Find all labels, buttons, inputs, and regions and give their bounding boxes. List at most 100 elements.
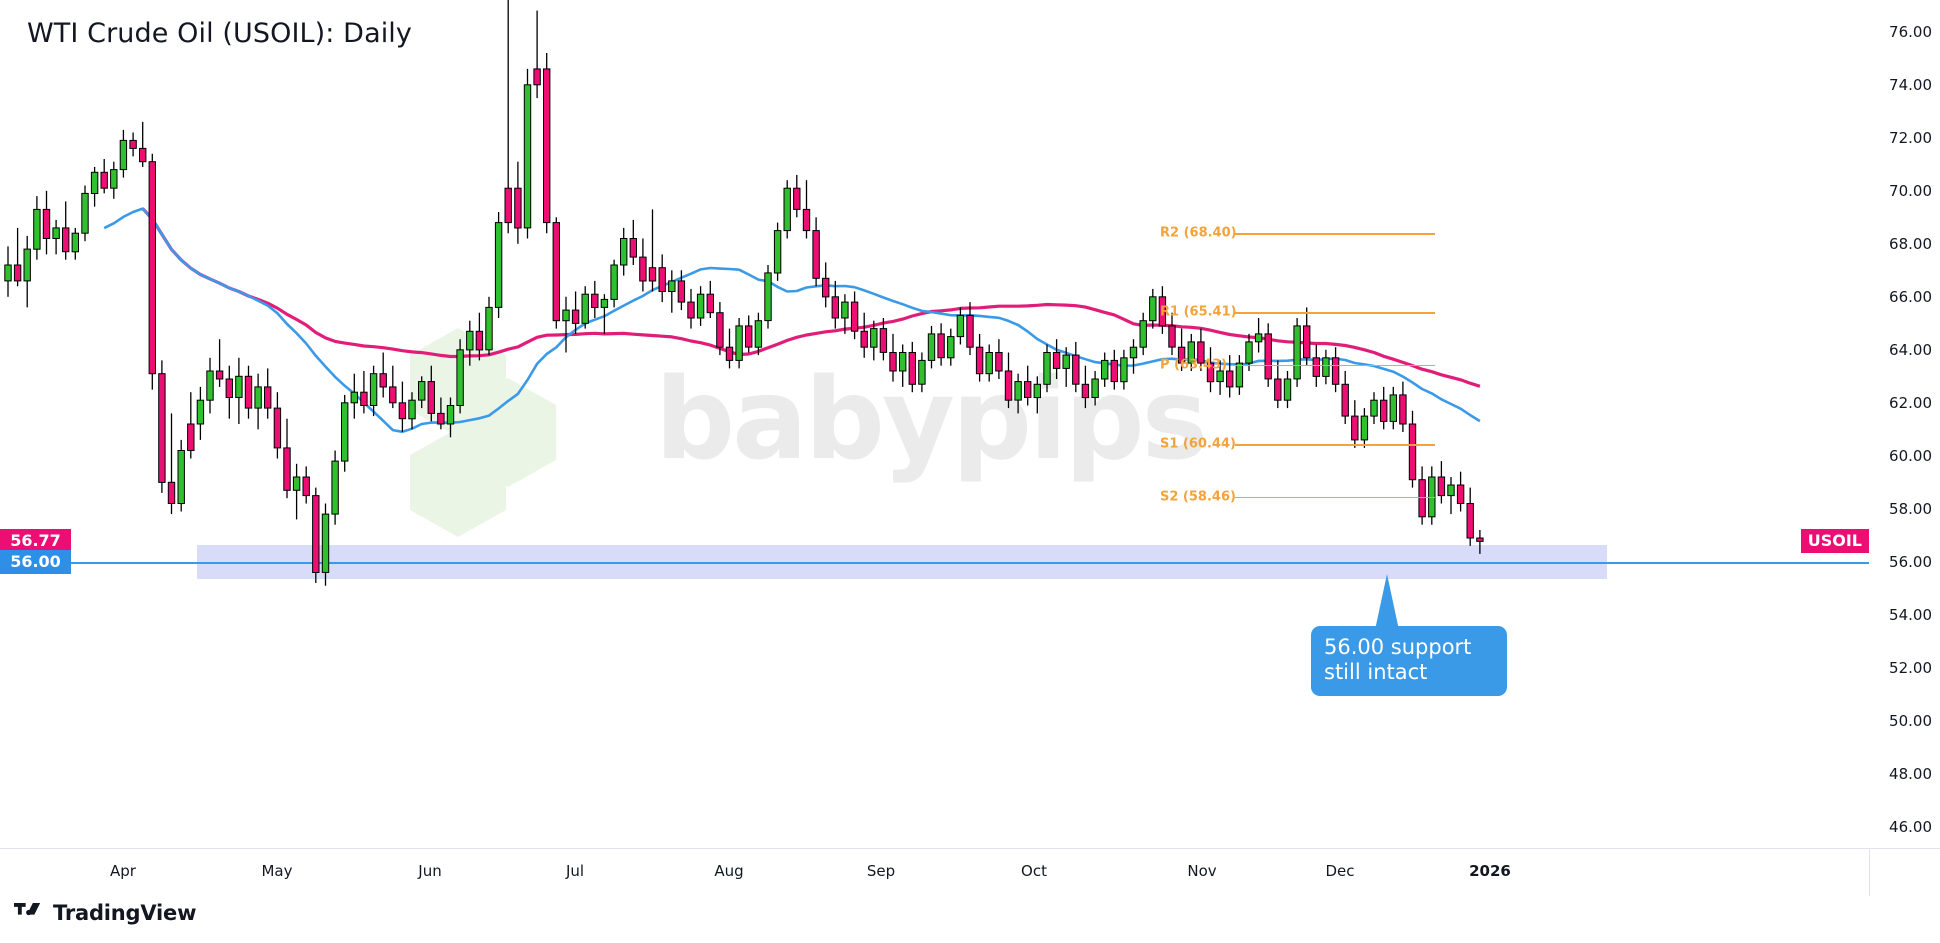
candle-body — [514, 187, 522, 229]
candle-body — [754, 320, 763, 348]
candle-body — [687, 301, 695, 319]
candle-body — [466, 330, 474, 351]
candle-body — [1447, 484, 1455, 497]
price-axis-tick: 54.00 — [1889, 605, 1932, 624]
callout-text: 56.00 support still intact — [1324, 635, 1472, 684]
candle-body — [485, 306, 493, 351]
candle-body — [369, 373, 378, 407]
candle-body — [696, 293, 705, 319]
candle-body — [206, 370, 214, 401]
price-axis-tick: 50.00 — [1889, 711, 1932, 730]
tradingview-logo[interactable]: TradingView — [14, 901, 196, 925]
candle-body — [773, 230, 782, 274]
annotation-callout[interactable]: 56.00 support still intact — [1311, 626, 1507, 696]
candle-body — [523, 84, 532, 229]
candle-body — [1293, 325, 1301, 380]
candle-body — [706, 293, 714, 314]
candle-body — [1312, 357, 1320, 377]
candle-body — [389, 386, 397, 404]
callout-pointer — [1375, 574, 1399, 630]
price-axis-tick: 64.00 — [1889, 340, 1932, 359]
candle-body — [668, 280, 676, 292]
candle-body — [225, 378, 234, 398]
candle-body — [812, 230, 820, 279]
candle-body — [446, 405, 455, 425]
candle-body — [360, 391, 368, 407]
pivot-label-s1: S1 (60.44) — [1160, 436, 1236, 452]
candle-body — [437, 412, 445, 425]
candle-body — [927, 333, 936, 361]
candle-body — [456, 349, 464, 406]
candle-body — [889, 352, 897, 372]
price-axis-tick: 76.00 — [1889, 22, 1932, 41]
candle-body — [1062, 354, 1070, 369]
candle-body — [543, 68, 551, 224]
candle-body — [1341, 383, 1349, 417]
candle-body — [1158, 296, 1167, 327]
candle-body — [167, 481, 176, 504]
price-axis-tick: 56.00 — [1889, 552, 1932, 571]
chart-plot-area[interactable]: babypips R2 (68.40) R1 (65.41) P (63.43) S1… — [0, 0, 1870, 848]
candle-body — [196, 399, 205, 425]
candle-body — [177, 450, 185, 504]
candle-body — [283, 447, 291, 491]
candle-body — [1216, 370, 1224, 383]
candle-body — [1072, 354, 1080, 385]
candle-body — [13, 264, 22, 282]
price-axis[interactable]: 76.00 74.00 72.00 70.00 68.00 66.00 64.00 62.00… — [1869, 0, 1940, 848]
time-axis[interactable]: Apr May Jun Jul Aug Sep Oct Nov Dec 2026 — [0, 848, 1869, 896]
candle-body — [793, 187, 801, 210]
candle-body — [71, 232, 79, 253]
time-axis-tick: May — [261, 862, 293, 880]
candle-body — [1197, 341, 1205, 364]
time-axis-tick: 2026 — [1469, 862, 1511, 880]
candle-body — [215, 370, 224, 380]
candle-body — [1389, 394, 1397, 422]
candle-body — [966, 314, 974, 348]
candle-body — [418, 381, 426, 401]
candle-body — [1360, 415, 1369, 441]
candle-body — [1024, 381, 1032, 399]
candle-body — [81, 192, 89, 234]
candle-body — [600, 298, 609, 308]
candle-body — [23, 248, 31, 282]
candle-body — [398, 402, 407, 420]
candle-body — [552, 222, 560, 322]
candle-body — [764, 272, 772, 322]
candle-body — [1331, 357, 1340, 385]
price-axis-tick: 52.00 — [1889, 658, 1932, 677]
price-axis-tick: 58.00 — [1889, 499, 1932, 518]
candle-body — [1351, 415, 1359, 441]
candle-body — [908, 352, 916, 385]
support-price-badge: 56.00 — [0, 549, 71, 574]
axis-corner — [1869, 848, 1940, 896]
tradingview-logo-icon — [14, 903, 41, 916]
time-axis-tick: Jun — [418, 862, 442, 880]
candle-body — [899, 352, 907, 372]
price-axis-tick: 48.00 — [1889, 764, 1932, 783]
candle-body — [1052, 352, 1061, 369]
candle-body — [735, 325, 743, 361]
price-axis-tick: 68.00 — [1889, 234, 1932, 253]
candle-body — [408, 399, 416, 420]
candle-body — [1264, 333, 1272, 380]
candle-body — [860, 330, 868, 348]
candle-body — [1254, 333, 1263, 343]
candle-body — [937, 333, 945, 359]
candle-body — [1303, 325, 1311, 359]
candle-body — [273, 407, 282, 449]
candle-body — [321, 513, 330, 573]
candle-body — [33, 208, 41, 250]
candle-body — [1033, 383, 1041, 399]
candle-body — [1274, 378, 1282, 401]
candle-body — [658, 267, 666, 293]
candle-body — [610, 264, 618, 300]
candle-body — [725, 346, 734, 361]
candle-body — [620, 238, 628, 266]
candle-body — [1139, 320, 1147, 348]
candle-body — [716, 312, 724, 348]
candle-body — [148, 161, 157, 375]
time-axis-tick: Jul — [565, 862, 585, 880]
candle-body — [956, 314, 965, 338]
